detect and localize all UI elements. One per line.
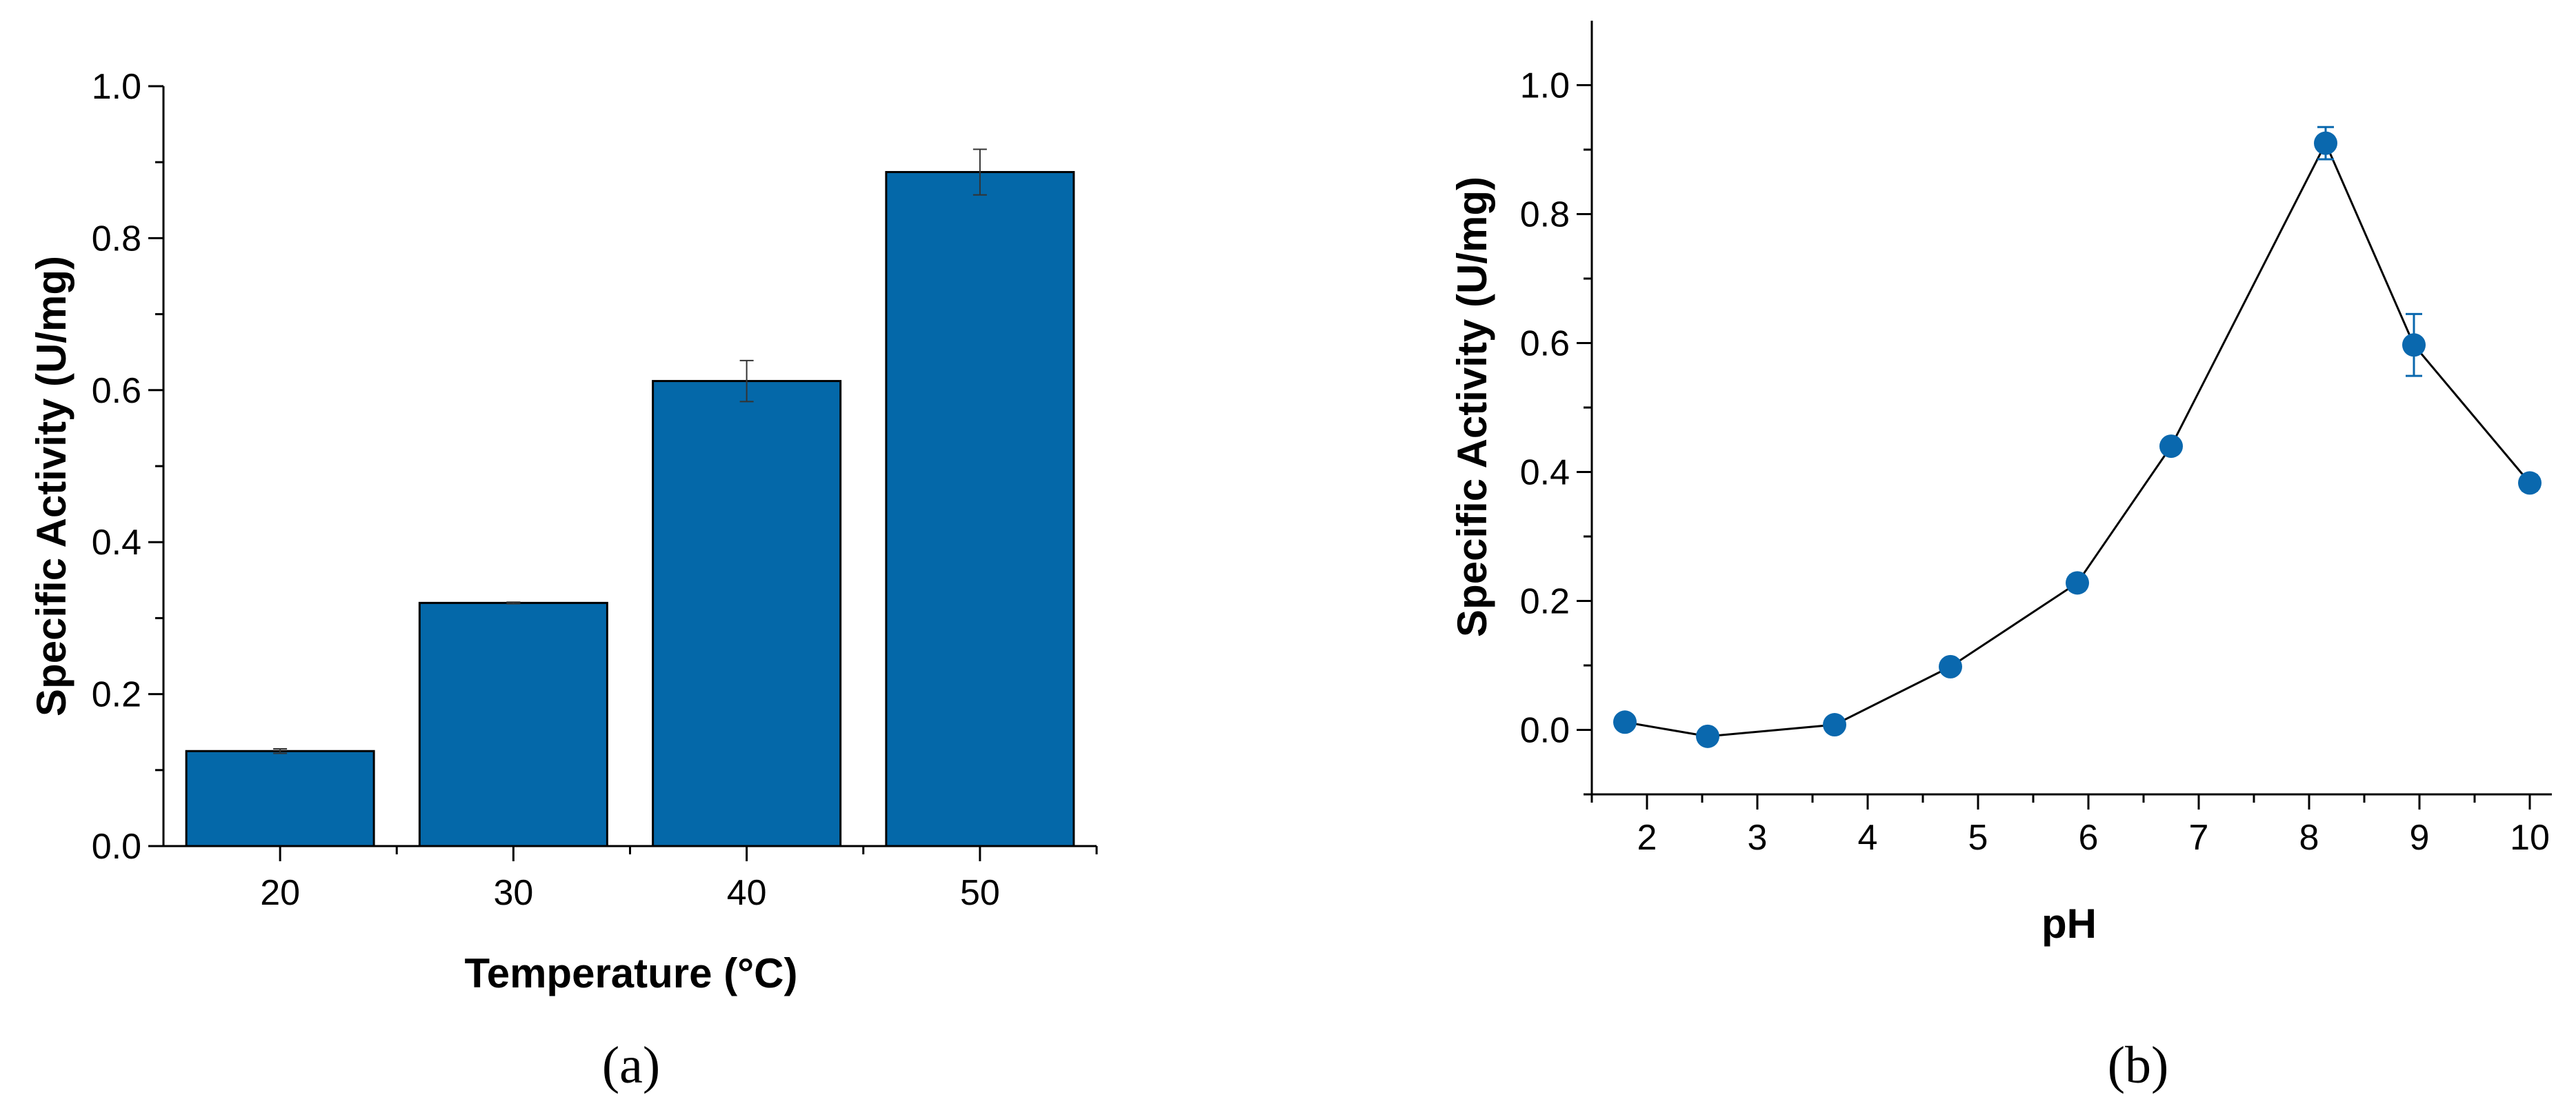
- bar: [885, 171, 1075, 847]
- data-point: [1613, 710, 1637, 734]
- bar: [185, 750, 375, 847]
- x-axis-title-b: pH: [2041, 901, 2097, 947]
- y-tick-label-b: 0.2: [1520, 582, 1570, 622]
- data-point: [2314, 131, 2337, 155]
- data-point: [2518, 471, 2542, 495]
- y-tick-label-a: 0.0: [92, 827, 141, 867]
- y-tick-label-a: 0.4: [92, 523, 141, 563]
- x-tick-label-b: 7: [2189, 818, 2209, 858]
- x-tick-label-b: 4: [1858, 818, 1878, 858]
- y-tick-label-b: 0.0: [1520, 711, 1570, 751]
- data-point: [2402, 333, 2426, 357]
- chart-ph-activity: Specific Activity (U/mg) pH (b) 0.0 0.2 0.…: [1449, 21, 2552, 1094]
- x-tick-label-a: 50: [960, 873, 1000, 913]
- data-point: [2066, 571, 2089, 595]
- bar: [418, 601, 608, 847]
- y-tick-label-b: 0.6: [1520, 324, 1570, 364]
- x-tick-label-b: 6: [2079, 818, 2099, 858]
- y-tick-label-a: 0.2: [92, 675, 141, 715]
- panel-label-a: (a): [602, 1036, 660, 1094]
- y-tick-label-b: 1.0: [1520, 66, 1570, 106]
- data-point: [1939, 654, 1962, 679]
- data-point: [1823, 713, 1846, 737]
- y-axis-title-a: Specific Activity (U/mg): [28, 256, 74, 716]
- bar: [652, 380, 842, 847]
- data-point: [1696, 724, 1719, 748]
- y-tick-label-a: 0.8: [92, 219, 141, 259]
- data-point: [2159, 434, 2183, 459]
- y-tick-label-b: 0.4: [1520, 453, 1570, 493]
- x-tick-label-b: 8: [2299, 818, 2319, 858]
- x-tick-label-b: 3: [1748, 818, 1768, 858]
- x-tick-label-a: 30: [493, 873, 533, 913]
- x-tick-label-a: 20: [260, 873, 300, 913]
- y-tick-label-b: 0.8: [1520, 195, 1570, 235]
- x-tick-label-b: 2: [1637, 818, 1657, 858]
- x-axis-title-a: Temperature (°C): [465, 950, 798, 996]
- x-tick-label-b: 5: [1968, 818, 1988, 858]
- y-tick-label-a: 0.6: [92, 371, 141, 411]
- series-line: [1624, 141, 2531, 738]
- y-axis-title-b: Specific Activity (U/mg): [1449, 177, 1495, 637]
- panel-label-b: (b): [2108, 1036, 2169, 1094]
- x-tick-label-b: 10: [2510, 818, 2550, 858]
- x-tick-label-b: 9: [2410, 818, 2430, 858]
- y-tick-label-a: 1.0: [92, 67, 141, 107]
- chart-temperature-activity: Specific Activity (U/mg) Temperature (°C…: [28, 67, 1098, 1094]
- x-tick-label-a: 40: [727, 873, 767, 913]
